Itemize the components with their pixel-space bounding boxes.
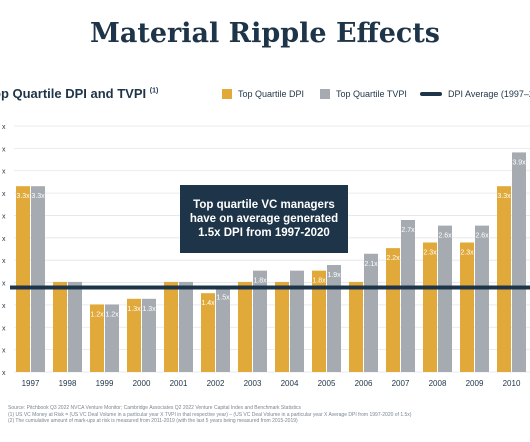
footnotes: Source: Pitchbook Q3 2022 NVCA Venture M… xyxy=(8,405,523,425)
x-tick-label: 2009 xyxy=(466,379,484,388)
bar xyxy=(327,265,341,372)
bar-data-label: 2.6x xyxy=(438,233,452,240)
bar-data-label: 2.7x xyxy=(401,227,415,234)
legend-swatch-dpi xyxy=(222,89,232,99)
bar xyxy=(164,281,178,372)
bar xyxy=(253,270,267,372)
y-tick-label: x xyxy=(2,281,6,288)
bar-data-label: 1.9x xyxy=(327,272,341,279)
x-tick-label: 1999 xyxy=(96,379,114,388)
bar xyxy=(275,281,289,372)
x-tick-label: 2010 xyxy=(503,379,521,388)
bar xyxy=(216,287,230,372)
bar-data-label: 1.8x xyxy=(312,278,326,285)
x-tick-label: 2006 xyxy=(355,379,373,388)
y-tick-label: x xyxy=(2,124,6,131)
page-title: Material Ripple Effects xyxy=(90,18,440,49)
x-tick-label: 2007 xyxy=(392,379,410,388)
bars xyxy=(16,152,526,372)
x-tick-label: 2004 xyxy=(281,379,299,388)
y-tick-label: x xyxy=(2,169,6,176)
legend-label-tvpi: Top Quartile TVPI xyxy=(336,89,407,99)
bar xyxy=(142,298,156,372)
chart-title: op Quartile DPI and TVPI (1) xyxy=(0,86,158,101)
x-tick-label: 2003 xyxy=(244,379,262,388)
x-tick-label: 2008 xyxy=(429,379,447,388)
y-tick-label: x xyxy=(2,213,6,220)
y-tick-label: x xyxy=(2,146,6,153)
bar-data-label: 3.9x xyxy=(512,159,526,166)
bar xyxy=(497,186,511,372)
bar-data-label: 2.3x xyxy=(460,250,474,257)
bar-labels: 3.3x 3.3x1.2x 1.2x1.3x 1.3x1.4x1.5x1.8x 1.8x… xyxy=(16,159,526,318)
chart-title-text: op Quartile DPI and TVPI xyxy=(0,86,147,101)
axis-labels: x x x x x x x x x x x x 1997 1998 1999 2000 2001 2002 2003… xyxy=(2,124,521,388)
y-tick-label: x xyxy=(2,325,6,332)
x-tick-label: 1997 xyxy=(22,379,40,388)
bar-data-label: 3.3x xyxy=(31,193,45,200)
x-tick-label: 2002 xyxy=(207,379,225,388)
bar xyxy=(312,270,326,372)
y-tick-label: x xyxy=(2,303,6,310)
x-tick-label: 2001 xyxy=(170,379,188,388)
bar-data-label: 1.8x xyxy=(253,278,267,285)
x-tick-label: 2000 xyxy=(133,379,151,388)
bar xyxy=(105,304,119,372)
bar xyxy=(460,242,474,372)
bar-data-label: 1.3x xyxy=(127,306,141,313)
bar-data-label: 1.4x xyxy=(201,300,215,307)
bar xyxy=(290,270,304,372)
bar xyxy=(349,281,363,372)
legend-label-dpi-average: DPI Average (1997–2020) xyxy=(448,89,530,99)
legend-item-dpi: Top Quartile DPI xyxy=(222,89,304,99)
bar xyxy=(179,281,193,372)
bar xyxy=(438,225,452,372)
bar-data-label: 2.6x xyxy=(475,233,489,240)
y-tick-label: x xyxy=(2,348,6,355)
legend-item-tvpi: Top Quartile TVPI xyxy=(320,89,407,99)
bar xyxy=(53,281,67,372)
bar xyxy=(238,281,252,372)
footnote-source: Source: Pitchbook Q3 2022 NVCA Venture M… xyxy=(8,405,301,411)
bar-data-label: 1.2x xyxy=(105,311,119,318)
bar-data-label: 3.3x xyxy=(16,193,30,200)
chart-title-footnote-marker: (1) xyxy=(149,87,159,95)
bar xyxy=(423,242,437,372)
y-tick-label: x xyxy=(2,191,6,198)
bar xyxy=(127,298,141,372)
bar-data-label: 1.2x xyxy=(90,311,104,318)
footnote-2: (2) The cumulative amount of mark-ups at… xyxy=(8,418,298,424)
bar xyxy=(201,293,215,372)
bar-data-label: 1.5x xyxy=(216,295,230,302)
bar xyxy=(512,152,526,372)
legend-item-dpi-average: DPI Average (1997–2020) xyxy=(420,89,530,99)
x-tick-label: 1998 xyxy=(59,379,77,388)
x-tick-label: 2005 xyxy=(318,379,336,388)
footnote-1: (1) US VC Money at Risk = (US VC Deal Vo… xyxy=(8,411,412,418)
bar-data-label: 3.3x xyxy=(497,193,511,200)
legend-swatch-tvpi xyxy=(320,89,330,99)
bar xyxy=(68,281,82,372)
bar-data-label: 1.3x xyxy=(142,306,156,313)
legend-line-dpi-average xyxy=(420,92,442,96)
bar xyxy=(31,186,45,372)
bar xyxy=(364,253,378,372)
y-tick-label: x xyxy=(2,258,6,265)
y-tick-label: x xyxy=(2,236,6,243)
bar-data-label: 2.3x xyxy=(423,250,437,257)
y-tick-label: x xyxy=(2,370,6,377)
bar xyxy=(386,248,400,372)
bar xyxy=(475,225,489,372)
legend-label-dpi: Top Quartile DPI xyxy=(238,89,305,99)
bar xyxy=(90,304,104,372)
bar xyxy=(16,186,30,372)
annotation-callout: Top quartile VC managers have on average… xyxy=(180,185,348,253)
bar xyxy=(401,219,415,372)
bar-data-label: 2.1x xyxy=(364,261,378,268)
bar-data-label: 2.2x xyxy=(386,255,400,262)
